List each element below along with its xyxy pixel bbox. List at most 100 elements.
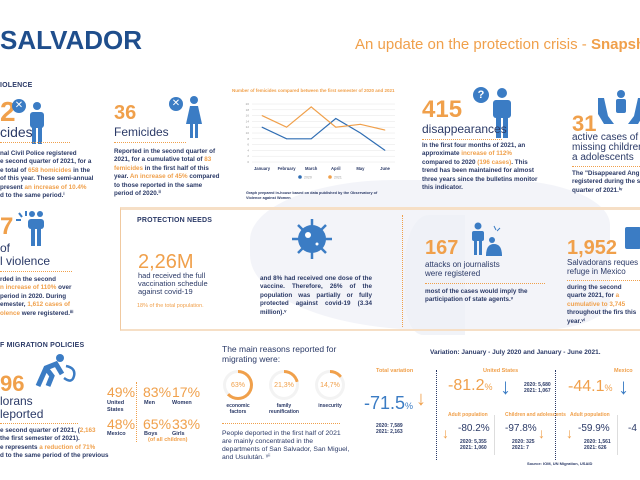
question-icon: ? [473, 87, 489, 103]
reason-ring: 14,7% [315, 370, 345, 400]
boys-percent: 65% [143, 416, 172, 432]
total-years: 2020: 7,589 2021: 2,163 [376, 423, 403, 435]
reason-percent: 21,3% [272, 373, 296, 397]
section-title-protection: PROTECTION NEEDS [137, 217, 213, 224]
men-label: Men [144, 400, 155, 406]
vaccine-label: had received the full vaccination schedu… [138, 271, 208, 296]
data-point [261, 126, 263, 128]
femicides-value: 36 [114, 102, 137, 124]
data-point [384, 129, 386, 131]
x-tick-label: February [278, 166, 297, 171]
error-x-icon: ✕ [169, 97, 183, 111]
y-tick-label: 16 [246, 114, 250, 118]
gender-violence-label: of l violence [0, 241, 51, 268]
divider [572, 166, 640, 167]
mexico-adult-years: 2020: 1,561 2021: 626 [584, 439, 611, 451]
data-point [310, 138, 312, 140]
x-tick-label: January [254, 166, 271, 171]
y-tick-label: 0 [247, 160, 249, 164]
arrow-down-icon: ↓ [500, 374, 511, 399]
error-x-icon: ✕ [12, 99, 26, 113]
journalists-text: most of the cases would imply the partic… [425, 288, 528, 304]
data-point [335, 118, 337, 119]
virus-icon [290, 217, 334, 266]
divider [425, 283, 545, 284]
gender-violence-value: 7 [0, 213, 14, 240]
reason-item: 63% economic factors [221, 370, 255, 415]
girls-label: Girls [172, 431, 185, 437]
us-adult-value: -80.2% [458, 423, 490, 434]
us-years: 2020: 5,680 2021: 1,067 [524, 382, 551, 394]
deported-label: lorans leported [0, 394, 44, 421]
us-children-years: 2020: 325 2021: 7 [512, 439, 535, 451]
disappearances-value: 415 [422, 96, 463, 123]
journalists-value: 167 [425, 237, 459, 259]
legend-label: 2020 [304, 176, 312, 180]
x-tick-label: April [331, 166, 341, 171]
us-children-value: -97.8% [505, 423, 537, 434]
legend-label: 2021 [334, 176, 342, 180]
missing-children-label: active cases of missing children a adole… [572, 132, 640, 163]
arrow-down-icon: ↓ [538, 425, 545, 441]
variation-title: Variation: January - July 2020 and Janua… [430, 349, 601, 356]
section-title-violence: IOLENCE [0, 82, 33, 89]
reason-item: 14,7% insecurity [313, 370, 347, 415]
total-variation-label: Total variation [376, 368, 414, 374]
divider [222, 423, 340, 424]
data-point [360, 123, 361, 125]
divider-vertical [617, 415, 618, 455]
girls-percent: 33% [172, 416, 201, 432]
data-point [360, 132, 361, 134]
protection-box-border [120, 207, 640, 331]
refuge-label: Salvadorans reques refuge in Mexico [567, 258, 639, 276]
reasons-text: People deported in the first half of 202… [222, 430, 350, 461]
children-note: (of all children) [148, 437, 188, 443]
disappearances-label: disappearances [422, 122, 507, 136]
divider-vertical [436, 370, 437, 460]
source-note: Source: IOM, UN Migration, USAID [527, 461, 593, 466]
reason-ring: 63% [223, 370, 253, 400]
data-point [310, 106, 312, 108]
journalists-label: attacks on journalists were registered [425, 260, 500, 278]
reasons-rings: 63% economic factors 21,3% family reunifica… [221, 370, 351, 415]
reason-label: family reunification [268, 403, 299, 415]
missing-children-text: The "Disappeared Ang registered during t… [572, 170, 640, 194]
deportation-runner-icon [34, 354, 78, 393]
y-tick-label: 8 [247, 137, 249, 141]
gender-violence-text: rded in the second n increase of 110% ove… [0, 276, 74, 317]
man-icon [28, 102, 46, 144]
divider-vertical [494, 415, 495, 455]
us-percent: 49% [107, 384, 136, 400]
divider [0, 142, 70, 143]
total-variation-value: -71.5% [364, 393, 414, 413]
document-icon [625, 227, 640, 249]
mexico-variation-value: -44.1% [568, 378, 613, 395]
reason-percent: 63% [226, 373, 250, 397]
arrow-down-icon: ↓ [618, 374, 629, 399]
arrow-down-icon: ↓ [442, 425, 449, 441]
reason-label: insecurity [318, 403, 342, 409]
women-label: Women [172, 400, 192, 406]
y-tick-label: 18 [246, 108, 250, 112]
reason-percent: 14,7% [318, 373, 342, 397]
deported-text: e second quarter of 2021, (2,163 the fir… [0, 427, 109, 460]
us-variation-value: -81.2% [448, 377, 493, 394]
y-tick-label: 2 [247, 154, 249, 158]
us-children-label: Children and adolescents [505, 412, 566, 418]
us-adult-label: Adult population [448, 412, 488, 418]
x-tick-label: March [305, 166, 318, 171]
mexico-label: Mexico [107, 431, 126, 437]
us-adult-years: 2020: 5,355 2021: 1,060 [460, 439, 487, 451]
refuge-value: 1,952 [567, 237, 618, 259]
mexico-children-value: -4 [628, 423, 637, 434]
divider [0, 271, 72, 272]
men-percent: 83% [143, 384, 172, 400]
y-tick-label: 6 [247, 143, 249, 147]
y-tick-label: 14 [246, 119, 250, 123]
vaccine-text: and 8% had received one dose of the vacc… [260, 275, 372, 316]
vaccine-value: 2,26M [138, 251, 194, 273]
divider-vertical [136, 382, 137, 442]
page-title: SALVADOR [0, 25, 143, 55]
x-tick-label: May [356, 166, 365, 171]
